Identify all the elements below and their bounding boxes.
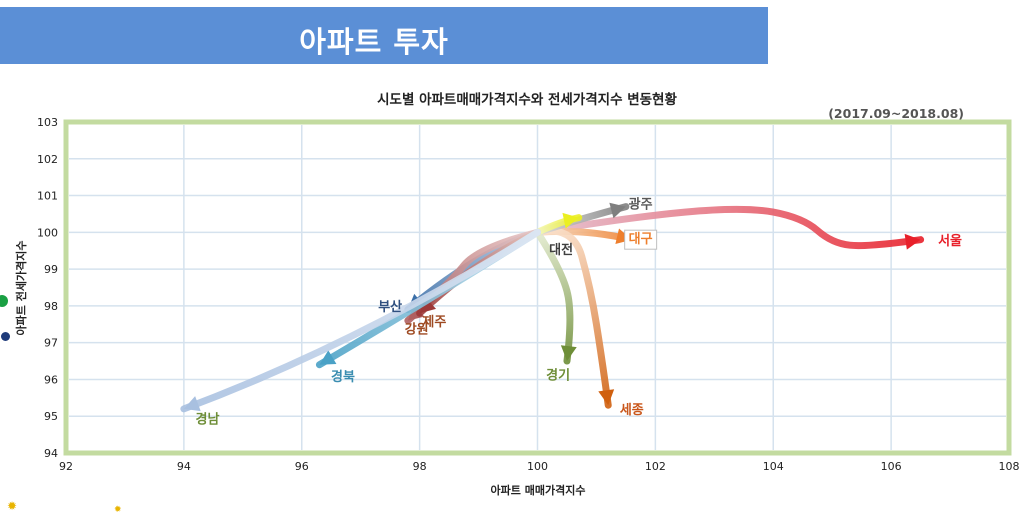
series-label-3: 경기 (546, 367, 570, 383)
series-path-10 (180, 228, 541, 413)
x-tick-label: 98 (413, 460, 427, 473)
series-arrowhead-9 (319, 350, 337, 365)
series-label-10: 경남 (195, 411, 219, 427)
series-arrowhead-2 (598, 389, 615, 406)
x-tick-label: 94 (177, 460, 191, 473)
series-arrowhead-10 (183, 396, 201, 412)
y-tick-label: 102 (37, 153, 58, 166)
x-tick-label: 108 (999, 460, 1020, 473)
green-dot-icon (0, 295, 8, 307)
y-tick-label: 103 (37, 116, 58, 129)
series-arrowhead-0 (904, 233, 921, 250)
y-tick-label: 99 (44, 263, 58, 276)
series-arrowhead-8 (419, 297, 437, 314)
y-tick-label: 101 (37, 190, 58, 203)
series-label-9: 경북 (331, 369, 355, 385)
series-path-0 (534, 205, 925, 250)
y-axis-label: 아파트 전세가격지수 (14, 241, 28, 336)
series-label-7: 강원 (405, 321, 429, 337)
y-tick-label: 97 (44, 337, 58, 350)
series-label-6: 부산 (378, 299, 402, 315)
banner-title: 아파트 투자 (299, 25, 449, 59)
x-tick-label: 102 (645, 460, 666, 473)
y-tick-label: 100 (37, 226, 58, 239)
series-label-1: 대구 (629, 232, 653, 247)
series-label-8: 제주 (422, 315, 446, 330)
series-label-box (624, 229, 658, 250)
series-label-4: 광주 (629, 197, 653, 212)
series-label-5: 대전 (549, 242, 573, 258)
series-path-3 (534, 228, 574, 365)
series-arrowhead-5 (562, 212, 579, 229)
y-tick-label: 98 (44, 300, 58, 313)
series-label-0: 서울 (938, 233, 962, 249)
title-banner: 아파트 투자 (0, 7, 768, 64)
sun-icon: ✹ (7, 499, 18, 513)
x-tick-label: 92 (59, 460, 73, 473)
navy-dot-icon (1, 332, 10, 341)
series-arrowhead-3 (560, 345, 577, 362)
y-tick-label: 94 (44, 447, 58, 460)
chart-subtitle: (2017.09~2018.08) (828, 106, 964, 121)
series-label-2: 세종 (620, 403, 644, 418)
x-tick-label: 100 (527, 460, 548, 473)
y-tick-label: 95 (44, 410, 58, 423)
y-tick-label: 96 (44, 373, 58, 386)
x-axis-label: 아파트 매매가격지수 (491, 483, 586, 497)
chart-title: 시도별 아파트매매가격지수와 전세가격지수 변동현황 (377, 91, 677, 108)
series-path-2 (534, 227, 612, 409)
x-tick-label: 104 (763, 460, 784, 473)
x-tick-label: 96 (295, 460, 309, 473)
series-arrowhead-4 (609, 202, 626, 219)
x-tick-label: 106 (881, 460, 902, 473)
small-sun-icon: ✹ (114, 505, 122, 515)
